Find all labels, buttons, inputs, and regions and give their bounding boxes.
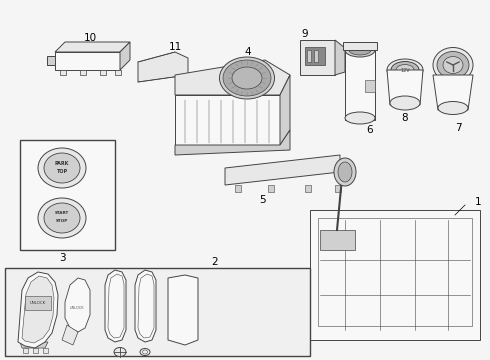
- Text: 4: 4: [245, 47, 251, 57]
- Polygon shape: [300, 40, 335, 75]
- Ellipse shape: [334, 158, 356, 186]
- Text: START: START: [55, 211, 69, 215]
- Polygon shape: [62, 325, 78, 345]
- Polygon shape: [310, 210, 480, 340]
- Text: 7: 7: [455, 123, 461, 133]
- Bar: [25, 296, 51, 310]
- Ellipse shape: [338, 162, 352, 182]
- Polygon shape: [43, 348, 48, 353]
- Ellipse shape: [232, 67, 262, 89]
- Polygon shape: [23, 348, 28, 353]
- Polygon shape: [175, 130, 290, 155]
- Ellipse shape: [38, 198, 86, 238]
- Ellipse shape: [345, 112, 375, 124]
- Polygon shape: [280, 75, 290, 145]
- Ellipse shape: [438, 102, 468, 114]
- Polygon shape: [335, 185, 341, 192]
- Ellipse shape: [223, 60, 271, 96]
- Polygon shape: [22, 276, 54, 343]
- Polygon shape: [268, 185, 274, 192]
- Ellipse shape: [437, 51, 469, 78]
- Ellipse shape: [391, 62, 419, 78]
- Polygon shape: [120, 42, 130, 70]
- Polygon shape: [60, 70, 66, 75]
- Text: UNLOCK: UNLOCK: [70, 306, 84, 310]
- Bar: [305, 47, 325, 65]
- Bar: [5, 268, 310, 356]
- Polygon shape: [65, 278, 90, 332]
- Polygon shape: [80, 70, 86, 75]
- Polygon shape: [55, 42, 130, 52]
- Text: 8: 8: [402, 113, 408, 123]
- Text: STOP: STOP: [56, 219, 68, 223]
- Polygon shape: [345, 45, 375, 120]
- Polygon shape: [20, 342, 48, 348]
- Polygon shape: [225, 155, 340, 185]
- Ellipse shape: [443, 57, 463, 73]
- Text: PARK: PARK: [55, 161, 69, 166]
- Bar: [365, 80, 375, 92]
- Ellipse shape: [44, 203, 80, 233]
- Text: TOP: TOP: [56, 168, 68, 174]
- Ellipse shape: [38, 148, 86, 188]
- Text: 11: 11: [169, 42, 182, 52]
- Text: 9: 9: [302, 29, 308, 39]
- Polygon shape: [135, 270, 156, 342]
- Polygon shape: [33, 348, 38, 353]
- Bar: [314, 50, 318, 62]
- Ellipse shape: [396, 64, 414, 76]
- Polygon shape: [105, 270, 126, 342]
- Ellipse shape: [387, 59, 423, 81]
- Ellipse shape: [349, 45, 371, 55]
- Polygon shape: [433, 75, 473, 110]
- Polygon shape: [175, 60, 290, 95]
- Text: 2: 2: [212, 257, 219, 267]
- Ellipse shape: [433, 48, 473, 82]
- Polygon shape: [18, 272, 58, 348]
- Polygon shape: [387, 70, 423, 105]
- Ellipse shape: [220, 57, 274, 99]
- Polygon shape: [55, 52, 120, 70]
- Polygon shape: [115, 70, 121, 75]
- Polygon shape: [335, 40, 345, 75]
- Polygon shape: [320, 230, 355, 250]
- Bar: [307, 50, 311, 62]
- Bar: [318, 218, 472, 326]
- Text: 10: 10: [83, 33, 97, 43]
- Text: 1: 1: [475, 197, 481, 207]
- Text: 12V: 12V: [400, 68, 410, 72]
- Polygon shape: [305, 185, 311, 192]
- Ellipse shape: [114, 347, 126, 356]
- Ellipse shape: [345, 43, 375, 57]
- Text: 3: 3: [59, 253, 65, 263]
- Ellipse shape: [390, 96, 420, 110]
- Bar: [343, 42, 377, 50]
- Text: 6: 6: [367, 125, 373, 135]
- Polygon shape: [138, 52, 188, 82]
- Polygon shape: [168, 275, 198, 345]
- Polygon shape: [175, 95, 280, 145]
- Polygon shape: [100, 70, 106, 75]
- Text: 5: 5: [259, 195, 265, 205]
- Polygon shape: [235, 185, 241, 192]
- Polygon shape: [47, 56, 55, 65]
- Text: UNLOCK: UNLOCK: [30, 301, 46, 305]
- Ellipse shape: [44, 153, 80, 183]
- Bar: [20, 140, 115, 250]
